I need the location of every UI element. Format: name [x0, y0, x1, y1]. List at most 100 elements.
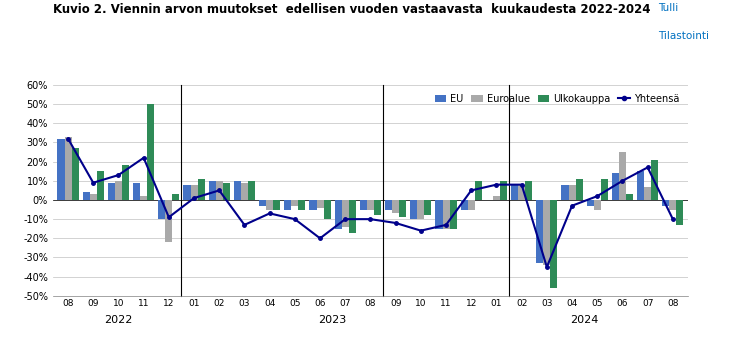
Bar — [525, 181, 532, 200]
Bar — [241, 183, 248, 200]
Bar — [291, 200, 299, 206]
Yhteensä — [64, 137, 73, 141]
Yhteensä — [366, 217, 375, 221]
Yhteensä — [593, 194, 602, 198]
Bar — [518, 185, 525, 200]
Yhteensä — [492, 183, 501, 187]
Bar — [191, 185, 197, 200]
Bar — [399, 200, 406, 217]
Bar — [385, 200, 392, 209]
Yhteensä — [517, 183, 526, 187]
Yhteensä — [290, 217, 299, 221]
Bar — [90, 194, 97, 200]
Bar — [97, 171, 104, 200]
Yhteensä — [88, 181, 98, 185]
Bar — [651, 160, 658, 200]
Bar — [424, 200, 432, 215]
Bar — [273, 200, 280, 209]
Bar — [468, 200, 475, 209]
Bar — [569, 185, 575, 200]
Bar — [215, 181, 223, 200]
Bar — [669, 200, 677, 209]
Bar — [172, 194, 179, 200]
Yhteensä — [190, 196, 199, 200]
Bar — [360, 200, 367, 209]
Bar — [349, 200, 356, 233]
Bar — [460, 200, 468, 209]
Text: Kuvio 2. Viennin arvon muutokset  edellisen vuoden vastaavasta  kuukaudesta 2022: Kuvio 2. Viennin arvon muutokset edellis… — [53, 3, 650, 16]
Bar — [266, 200, 273, 209]
Bar — [317, 200, 324, 208]
Bar — [299, 200, 305, 209]
Yhteensä — [265, 211, 274, 216]
Bar — [367, 200, 374, 209]
Bar — [442, 200, 450, 229]
Yhteensä — [164, 215, 173, 219]
Bar — [342, 200, 349, 227]
Yhteensä — [568, 204, 577, 208]
Bar — [234, 181, 241, 200]
Bar — [435, 200, 442, 229]
Bar — [64, 137, 72, 200]
Bar — [82, 192, 90, 200]
Text: 2022: 2022 — [104, 315, 132, 325]
Bar — [72, 148, 79, 200]
Bar — [593, 200, 601, 209]
Legend: EU, Euroalue, Ulkokauppa, Yhteensä: EU, Euroalue, Ulkokauppa, Yhteensä — [431, 90, 683, 108]
Bar — [587, 200, 593, 206]
Yhteensä — [417, 228, 426, 233]
Yhteensä — [341, 217, 350, 221]
Bar — [626, 194, 633, 200]
Bar — [450, 200, 457, 229]
Bar — [284, 200, 291, 209]
Bar — [475, 181, 482, 200]
Yhteensä — [215, 188, 224, 192]
Bar — [562, 185, 569, 200]
Bar — [550, 200, 557, 288]
Yhteensä — [643, 165, 652, 169]
Text: 2023: 2023 — [318, 315, 347, 325]
Bar — [115, 181, 122, 200]
Bar — [417, 200, 424, 219]
Bar — [536, 200, 544, 263]
Bar — [147, 104, 154, 200]
Line: Yhteensä: Yhteensä — [67, 137, 674, 269]
Bar — [493, 196, 500, 200]
Bar — [544, 200, 550, 265]
Yhteensä — [618, 179, 627, 183]
Yhteensä — [542, 265, 551, 269]
Bar — [122, 166, 129, 200]
Bar — [374, 200, 381, 215]
Bar — [411, 200, 417, 219]
Bar — [197, 179, 205, 200]
Text: 2024: 2024 — [571, 315, 599, 325]
Bar — [140, 196, 147, 200]
Bar — [644, 187, 651, 200]
Bar — [209, 181, 215, 200]
Bar — [612, 173, 619, 200]
Yhteensä — [442, 223, 451, 227]
Yhteensä — [139, 156, 148, 160]
Bar — [677, 200, 683, 225]
Bar — [324, 200, 330, 219]
Bar — [662, 200, 669, 206]
Bar — [392, 200, 399, 214]
Bar — [57, 139, 64, 200]
Bar — [511, 185, 518, 200]
Bar — [619, 152, 626, 200]
Text: Tulli: Tulli — [658, 3, 678, 13]
Bar — [309, 200, 317, 209]
Bar — [335, 200, 342, 229]
Bar — [500, 181, 507, 200]
Bar — [133, 183, 140, 200]
Bar — [108, 183, 115, 200]
Yhteensä — [240, 223, 249, 227]
Bar — [184, 185, 191, 200]
Yhteensä — [466, 188, 476, 192]
Text: Tilastointi: Tilastointi — [658, 31, 708, 40]
Yhteensä — [391, 221, 400, 225]
Bar — [601, 179, 608, 200]
Bar — [259, 200, 266, 206]
Yhteensä — [315, 236, 324, 240]
Bar — [223, 183, 230, 200]
